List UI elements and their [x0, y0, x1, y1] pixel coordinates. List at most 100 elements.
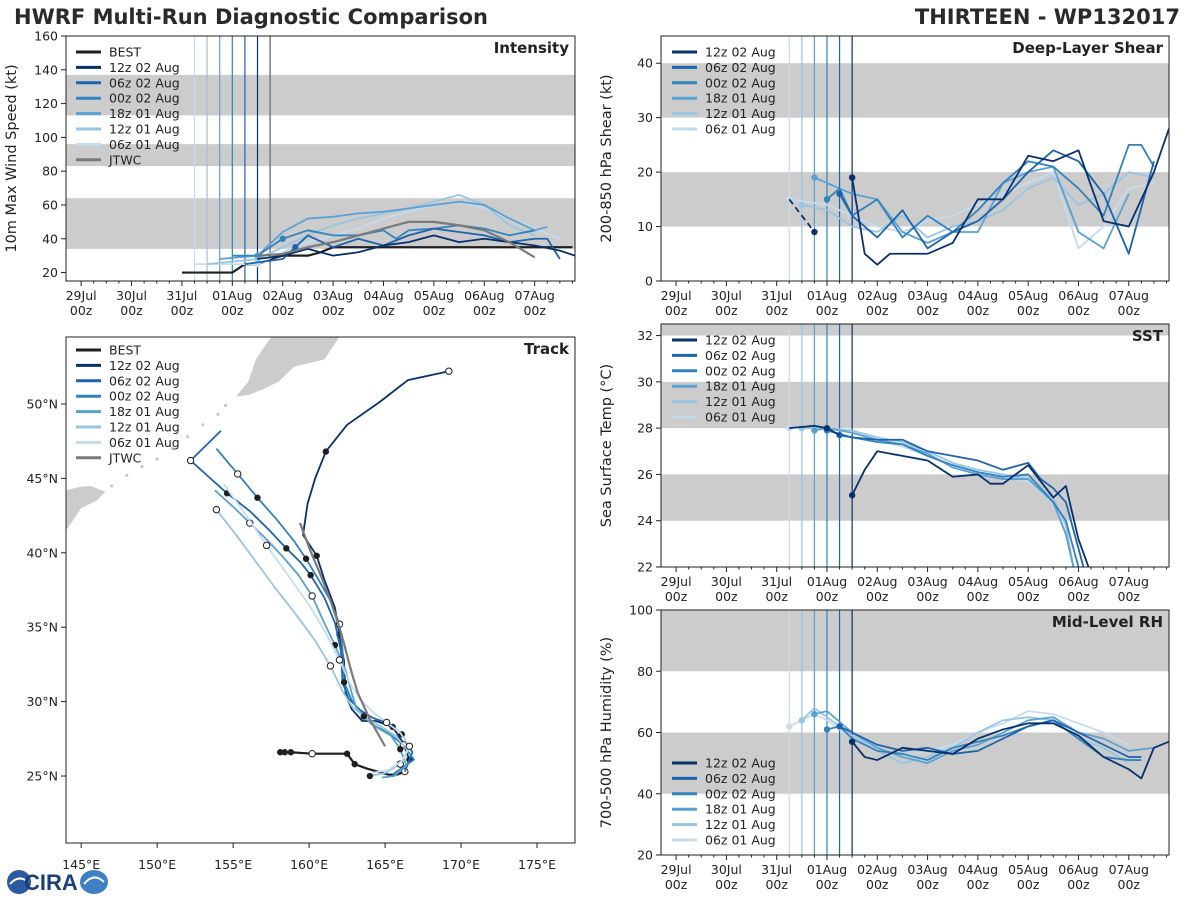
analysis-point-12z-01-aug [798, 201, 806, 208]
y-tick-label: 160 [34, 29, 58, 44]
island [216, 412, 220, 416]
x-tick-label: 29Jul [66, 288, 97, 303]
analysis-point-12z-01-aug [798, 717, 806, 724]
series-line-06z-02-aug [838, 149, 1155, 255]
x-tick-label: 00z [816, 877, 839, 892]
y-tick-label: 120 [34, 96, 58, 111]
x-tick-label: 31Jul [761, 862, 792, 877]
threshold-band [661, 324, 1169, 336]
figure-title: HWRF Multi-Run Diagnostic Comparison [14, 5, 489, 29]
analysis-point-12z-02-aug [848, 738, 856, 745]
x-tick-label: 02Aug [263, 288, 303, 303]
panel-title: Intensity [494, 39, 570, 57]
x-tick-label: 00z [665, 877, 688, 892]
track-fix-filled [307, 571, 314, 579]
y-tick-label: 80 [637, 664, 653, 679]
y-tick-label: 60 [637, 725, 653, 740]
x-tick-label: 00z [1118, 877, 1141, 892]
track-fix-open [212, 505, 221, 514]
series-line-00z-02-aug [826, 143, 1155, 239]
x-tick-label: 00z [866, 589, 889, 604]
legend-label-18z-01-aug: 18z 01 Aug [705, 379, 776, 394]
legend-label-jtwc: JTWC [108, 450, 142, 465]
x-tick-label: 155°E [214, 857, 252, 872]
series-line-00z-02-aug [826, 429, 1080, 567]
y-axis-label: Sea Surface Temp (°C) [599, 364, 615, 527]
analysis-point-06z-02-aug [836, 190, 843, 198]
y-tick-label: 28 [637, 421, 653, 436]
legend-label-12z-02-aug: 12z 02 Aug [109, 60, 180, 75]
x-tick-label: 30Jul [711, 574, 742, 589]
x-tick-label: 00z [271, 303, 294, 318]
analysis-point-06z-01-aug [786, 723, 793, 730]
y-tick-label: 45°N [26, 471, 58, 486]
series-line-jtwc [298, 522, 387, 747]
x-tick-label: 00z [916, 303, 939, 318]
x-tick-label: 30Jul [711, 288, 742, 303]
y-tick-label: 25°N [26, 769, 58, 784]
x-tick-label: 160°E [290, 857, 328, 872]
x-tick-label: 00z [171, 303, 194, 318]
track-fix-filled [287, 749, 295, 756]
island [140, 464, 144, 469]
x-tick-label: 00z [1067, 589, 1090, 604]
x-tick-label: 00z [70, 303, 93, 318]
x-tick-label: 04Aug [958, 288, 998, 303]
logo-globe-icon [7, 870, 31, 894]
legend-label-12z-01-aug: 12z 01 Aug [109, 122, 180, 137]
x-tick-label: 00z [1118, 303, 1141, 318]
panel-title: Deep-Layer Shear [1012, 39, 1163, 57]
legend-label-06z-02-aug: 06z 02 Aug [109, 373, 180, 388]
x-tick-label: 31Jul [761, 574, 792, 589]
panel-intensity: 29Jul00z30Jul00z31Jul00z01Aug00z02Aug00z… [4, 29, 576, 318]
logo-satellite-icon [80, 870, 108, 894]
y-tick-label: 30 [637, 374, 653, 389]
track-fix-filled [366, 772, 374, 780]
x-tick-label: 30Jul [116, 288, 147, 303]
legend-label-18z-01-aug: 18z 01 Aug [705, 802, 776, 817]
legend-label-06z-01-aug: 06z 01 Aug [705, 410, 776, 425]
legend-label-12z-01-aug: 12z 01 Aug [705, 817, 776, 832]
x-tick-label: 01Aug [807, 862, 847, 877]
y-tick-label: 40°N [26, 545, 58, 560]
x-tick-label: 03Aug [313, 288, 353, 303]
x-tick-label: 04Aug [958, 862, 998, 877]
track-fix-open [308, 750, 316, 758]
legend-label-18z-01-aug: 18z 01 Aug [109, 106, 180, 121]
track-fix-open [382, 718, 391, 727]
y-tick-label: 60 [42, 197, 58, 212]
x-tick-label: 00z [765, 877, 788, 892]
landmass-1 [66, 485, 106, 531]
track-fix-filled [360, 713, 368, 720]
track-fix-filled [397, 746, 404, 753]
x-tick-label: 00z [665, 303, 688, 318]
x-tick-label: 00z [221, 303, 244, 318]
storm-id: THIRTEEN - WP132017 [914, 5, 1180, 29]
legend-label-best: BEST [109, 45, 141, 60]
plot-area [661, 610, 1169, 855]
analysis-point-early [811, 228, 818, 236]
track-fix-open [233, 470, 242, 478]
legend-label-12z-01-aug: 12z 01 Aug [705, 106, 776, 121]
analysis-point-18z-01-aug [811, 174, 818, 181]
island [109, 484, 114, 488]
x-tick-label: 30Jul [711, 862, 742, 877]
track-fix-open [335, 656, 344, 664]
y-tick-label: 30°N [26, 694, 58, 709]
x-tick-label: 00z [473, 303, 496, 318]
panel-title: SST [1132, 327, 1164, 345]
series-line-00z-02-aug [232, 224, 535, 257]
track-fix-filled [343, 750, 351, 757]
island [223, 403, 228, 408]
threshold-band [661, 381, 1169, 429]
track-fix-filled [302, 555, 310, 562]
x-tick-label: 00z [1067, 877, 1090, 892]
legend-label-best: BEST [109, 343, 141, 358]
plot-area [66, 36, 575, 281]
x-tick-label: 00z [1017, 877, 1040, 892]
legend-label-18z-01-aug: 18z 01 Aug [109, 404, 180, 419]
series-line-06z-02-aug [244, 227, 561, 265]
x-tick-label: 06Aug [1058, 574, 1098, 589]
x-tick-label: 03Aug [907, 862, 947, 877]
